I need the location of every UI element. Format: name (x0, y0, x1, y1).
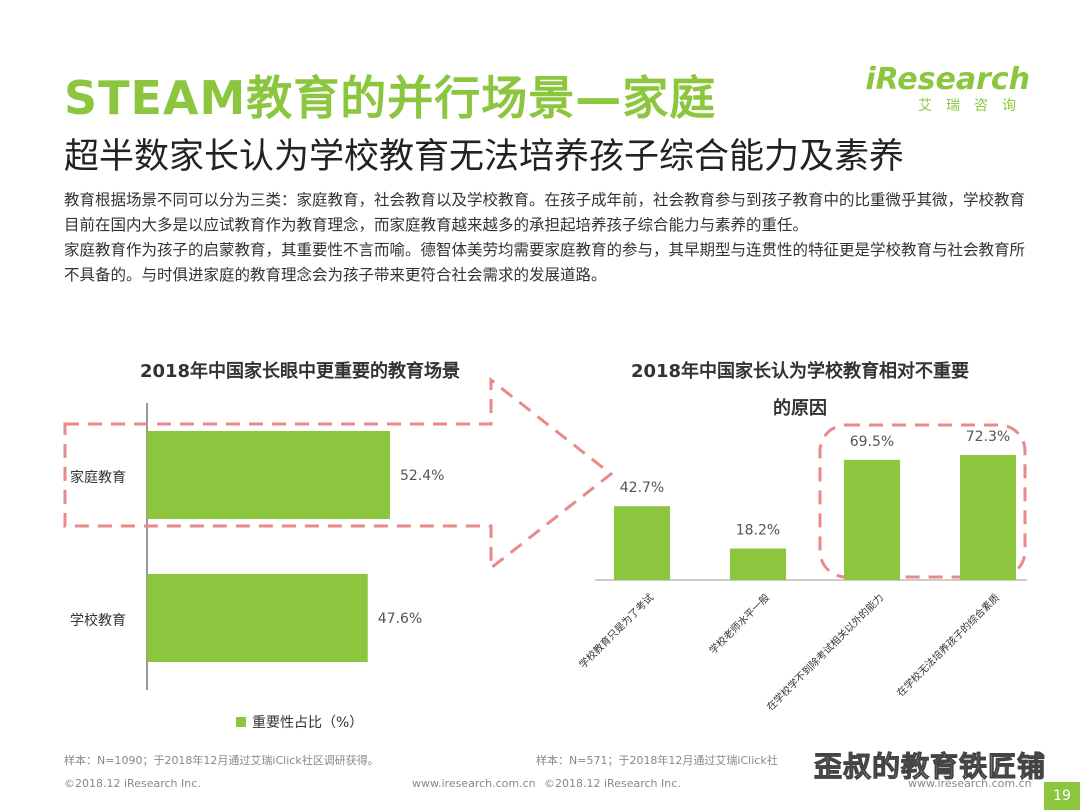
logo-main-text: iResearch (865, 62, 1030, 97)
right-bar-3 (844, 459, 900, 580)
right-bar-value-label-4: 72.3% (966, 429, 1010, 445)
right-bar-value-label-1: 42.7% (620, 480, 664, 496)
left-cat-label-1: 家庭教育 (70, 470, 126, 486)
page-subtitle: 超半数家长认为学校教育无法培养孩子综合能力及素养 (64, 137, 905, 177)
right-cat-label-2: 学校老师水平一般 (706, 591, 772, 657)
left-chart-title: 2018年中国家长眼中更重要的教育场景 (139, 361, 461, 382)
watermark-text: 歪叔的教育铁匠铺 (813, 750, 1046, 784)
copyright-mid: ©2018.12 iResearch Inc. (544, 777, 681, 790)
right-cat-label-4: 在学校无法培养孩子的综合素质 (894, 591, 1002, 699)
legend-swatch (236, 717, 246, 727)
right-bar-value-label-3: 69.5% (850, 434, 894, 450)
legend-label: 重要性占比（%） (252, 715, 364, 731)
left-cat-label-2: 学校教育 (70, 613, 126, 629)
left-bar-value-label-1: 52.4% (400, 468, 444, 484)
right-bar-2 (730, 548, 786, 580)
site-link-mid[interactable]: www.iresearch.com.cn (412, 777, 536, 790)
left-bars-group: 52.4% 47.6% (147, 431, 444, 662)
body-paragraph-1: 教育根据场景不同可以分为三类：家庭教育，社会教育以及学校教育。在孩子成年前，社会… (64, 191, 1026, 234)
highlight-arrow (63, 376, 614, 572)
right-bar-value-label-2: 18.2% (736, 523, 780, 539)
right-chart-title-line2: 的原因 (773, 398, 827, 419)
right-cat-label-1: 学校教育只是为了考试 (576, 591, 656, 671)
logo-sub-text: 艾瑞咨询 (918, 98, 1030, 114)
page-title: STEAM教育的并行场景—家庭 (64, 71, 717, 125)
page-number: 19 (1044, 782, 1080, 810)
right-bars-group: 42.7% 学校教育只是为了考试 18.2% 学校老师水平一般 69.5% 在学校学不到除… (576, 429, 1016, 713)
left-bar-2 (147, 574, 368, 662)
right-cat-label-3: 在学校学不到除考试相关以外的能力 (764, 591, 886, 713)
right-bar-1 (614, 506, 670, 580)
sample-note-right: 样本：N=571；于2018年12月通过艾瑞iClick社 (536, 754, 778, 767)
left-bar-value-label-2: 47.6% (378, 611, 422, 627)
copyright-left: ©2018.12 iResearch Inc. (64, 777, 201, 790)
iresearch-logo: iResearch 艾瑞咨询 (865, 62, 1030, 115)
right-bar-4 (960, 455, 1016, 580)
body-paragraph-2: 家庭教育作为孩子的启蒙教育，其重要性不言而喻。德智体美劳均需要家庭教育的参与，其… (64, 241, 1026, 284)
left-bar-1 (147, 431, 390, 519)
sample-note-left: 样本：N=1090；于2018年12月通过艾瑞iClick社区调研获得。 (64, 754, 379, 767)
left-chart-legend: 重要性占比（%） (236, 712, 363, 732)
highlight-box (818, 423, 1027, 579)
site-link-right[interactable]: www.iresearch.com.cn (908, 777, 1032, 790)
right-chart-title-line1: 2018年中国家长认为学校教育相对不重要 (630, 361, 970, 382)
body-text: 教育根据场景不同可以分为三类：家庭教育，社会教育以及学校教育。在孩子成年前，社会… (64, 188, 1029, 288)
